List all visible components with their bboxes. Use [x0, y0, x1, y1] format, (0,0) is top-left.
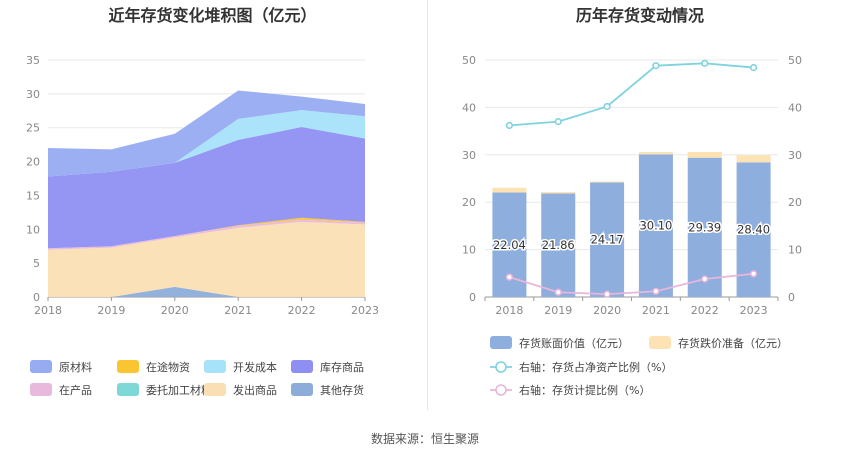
- bar-data-label: 28.40: [737, 223, 770, 237]
- bar-data-label: 30.10: [639, 219, 672, 233]
- bar-impairment-reserve: [541, 191, 576, 194]
- bar-data-label: 21.86: [542, 238, 575, 252]
- area-series-开发成本: [48, 110, 365, 177]
- bar-impairment-reserve: [492, 187, 527, 193]
- bar-data-label: 29.39: [688, 220, 721, 234]
- provision-series-line: [509, 272, 754, 296]
- left-x-tick-label: 2019: [97, 304, 125, 317]
- legend-swatch-库存商品: [291, 360, 313, 373]
- provision-series-point: [652, 287, 660, 295]
- data-source-note: 数据来源：恒生聚源: [370, 432, 479, 446]
- provision-series-point: [603, 290, 611, 298]
- legend-label-原材料: 原材料: [59, 360, 92, 374]
- left-x-tick-label: 2018: [34, 304, 62, 317]
- provision-series-point: [749, 270, 758, 278]
- bar-inventory-value: [541, 193, 576, 297]
- area-series-在途物资: [48, 217, 365, 249]
- legend-swatch-原材料: [30, 360, 52, 373]
- legend-label-在产品: 在产品: [59, 383, 92, 397]
- right-legend-label: 存货账面价值（亿元）: [519, 336, 629, 350]
- panel-divider: [427, 0, 428, 410]
- provision-series-point: [505, 273, 514, 281]
- left-y-tick-label: 20: [26, 156, 40, 169]
- ratio-series-line: [509, 62, 754, 127]
- right-y-tick-label: 10: [462, 244, 476, 257]
- left-y-tick-label: 35: [26, 54, 40, 67]
- right-y-tick-label: 40: [462, 101, 476, 114]
- right-x-tick-label: 2022: [691, 304, 719, 317]
- legend-label-委托加工材料: 委托加工材料: [146, 383, 212, 397]
- right-y2-tick-label: 10: [788, 244, 802, 257]
- right-y2-tick-label: 0: [788, 291, 795, 304]
- left-y-tick-label: 5: [33, 257, 40, 270]
- legend-swatch-在产品: [30, 383, 52, 396]
- area-series-其他存货: [48, 286, 365, 297]
- right-legend-label: 右轴：存货计提比例（%）: [519, 383, 650, 397]
- right-x-tick-label: 2021: [642, 304, 670, 317]
- right-y-tick-label: 50: [462, 54, 476, 67]
- right-y-tick-label: 20: [462, 196, 476, 209]
- bar-data-label: 22.04: [493, 238, 526, 252]
- left-chart-title: 近年存货变化堆积图（亿元）: [108, 6, 317, 25]
- left-y-tick-label: 10: [26, 223, 40, 236]
- ratio-series-point: [603, 102, 611, 111]
- legend-label-库存商品: 库存商品: [320, 360, 364, 374]
- bar-inventory-value: [590, 182, 625, 297]
- right-legend-label: 存货跌价准备（亿元）: [678, 336, 788, 350]
- legend-label-发出商品: 发出商品: [233, 383, 277, 397]
- bar-inventory-value: [638, 154, 673, 297]
- right-y2-tick-label: 50: [788, 54, 802, 67]
- area-series-库存商品: [48, 127, 365, 249]
- right-x-tick-label: 2018: [495, 304, 523, 317]
- left-x-tick-label: 2021: [224, 304, 252, 317]
- bar-impairment-reserve: [590, 181, 625, 183]
- legend-swatch-其他存货: [291, 383, 313, 396]
- legend-swatch-bar: [490, 336, 512, 349]
- legend-swatch-在途物资: [117, 360, 139, 373]
- legend-swatch-marker: [495, 361, 507, 373]
- area-series-原材料: [48, 90, 365, 177]
- bar-impairment-reserve: [736, 155, 771, 163]
- legend-label-其他存货: 其他存货: [320, 383, 364, 397]
- right-chart-title: 历年存货变动情况: [575, 6, 704, 25]
- right-y-tick-label: 30: [462, 149, 476, 162]
- area-series-在产品: [48, 219, 365, 250]
- ratio-series-point: [701, 59, 709, 67]
- left-x-tick-label: 2023: [351, 304, 379, 317]
- legend-label-开发成本: 开发成本: [233, 360, 277, 374]
- right-y-tick-label: 0: [469, 291, 476, 304]
- bar-impairment-reserve: [687, 152, 722, 158]
- left-y-tick-label: 0: [33, 291, 40, 304]
- legend-swatch-开发成本: [204, 360, 226, 373]
- legend-swatch-marker: [495, 384, 507, 396]
- right-legend-label: 右轴：存货占净资产比例（%）: [519, 360, 672, 374]
- ratio-series-point: [554, 118, 562, 126]
- bar-inventory-value: [687, 157, 722, 297]
- right-y2-tick-label: 40: [788, 101, 802, 114]
- legend-swatch-bar: [649, 336, 671, 349]
- provision-series-point: [554, 288, 562, 296]
- ratio-series-point: [652, 62, 660, 70]
- legend-swatch-发出商品: [204, 383, 226, 396]
- bar-data-label: 24.17: [591, 233, 624, 247]
- provision-series-point: [701, 275, 709, 283]
- bar-impairment-reserve: [638, 151, 673, 155]
- area-series-发出商品: [48, 221, 365, 297]
- right-y2-tick-label: 20: [788, 196, 802, 209]
- ratio-series-point: [749, 63, 758, 72]
- left-y-tick-label: 30: [26, 88, 40, 101]
- right-x-tick-label: 2019: [544, 304, 572, 317]
- right-y2-tick-label: 30: [788, 149, 802, 162]
- left-y-tick-label: 15: [26, 189, 40, 202]
- ratio-series-point: [505, 121, 514, 130]
- legend-label-在途物资: 在途物资: [146, 360, 190, 374]
- left-x-tick-label: 2022: [288, 304, 316, 317]
- left-y-tick-label: 25: [26, 122, 40, 135]
- right-x-tick-label: 2020: [593, 304, 621, 317]
- legend-swatch-委托加工材料: [117, 383, 139, 396]
- left-x-tick-label: 2020: [161, 304, 189, 317]
- right-x-tick-label: 2023: [740, 304, 768, 317]
